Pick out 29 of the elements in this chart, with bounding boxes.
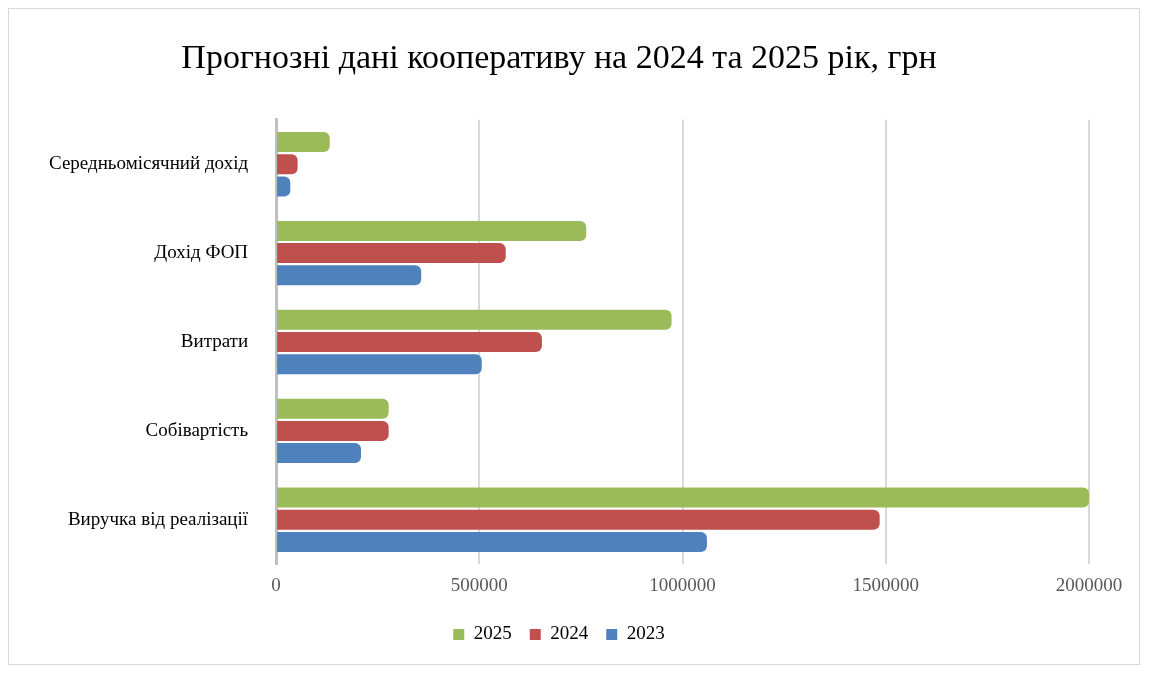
legend-label: 2025 bbox=[473, 622, 512, 644]
bar bbox=[277, 132, 330, 153]
bar bbox=[277, 487, 1089, 508]
bar bbox=[277, 154, 298, 175]
y-tick-label: Виручка від реалізації bbox=[67, 507, 249, 529]
y-tick-label: Витрати bbox=[180, 329, 249, 351]
bar bbox=[277, 332, 542, 352]
y-tick-label: Собівартість bbox=[145, 418, 249, 440]
bar bbox=[277, 531, 707, 552]
chart-title: Прогнозні дані кооперативу на 2024 та 2025 рік, грн bbox=[181, 38, 937, 76]
bar bbox=[277, 243, 506, 264]
bar bbox=[277, 398, 389, 419]
bar bbox=[277, 420, 389, 441]
x-tick-label: 2000000 bbox=[1055, 573, 1123, 595]
legend-label: 2023 bbox=[626, 622, 665, 644]
legend-label: 2024 bbox=[550, 622, 589, 644]
x-tick-label: 1000000 bbox=[649, 573, 716, 595]
bar bbox=[277, 265, 422, 286]
bar bbox=[277, 354, 482, 375]
y-tick-label: Дохід ФОП bbox=[154, 241, 249, 263]
x-tick-label: 0 bbox=[271, 573, 281, 595]
x-tick-label: 1500000 bbox=[852, 573, 920, 595]
x-tick-label: 500000 bbox=[450, 573, 508, 595]
bar bbox=[277, 509, 880, 530]
bar bbox=[277, 443, 362, 464]
bar bbox=[277, 220, 587, 241]
bar bbox=[277, 309, 672, 330]
bar bbox=[277, 176, 291, 197]
y-tick-label: Середньомісячний дохід bbox=[48, 152, 249, 174]
